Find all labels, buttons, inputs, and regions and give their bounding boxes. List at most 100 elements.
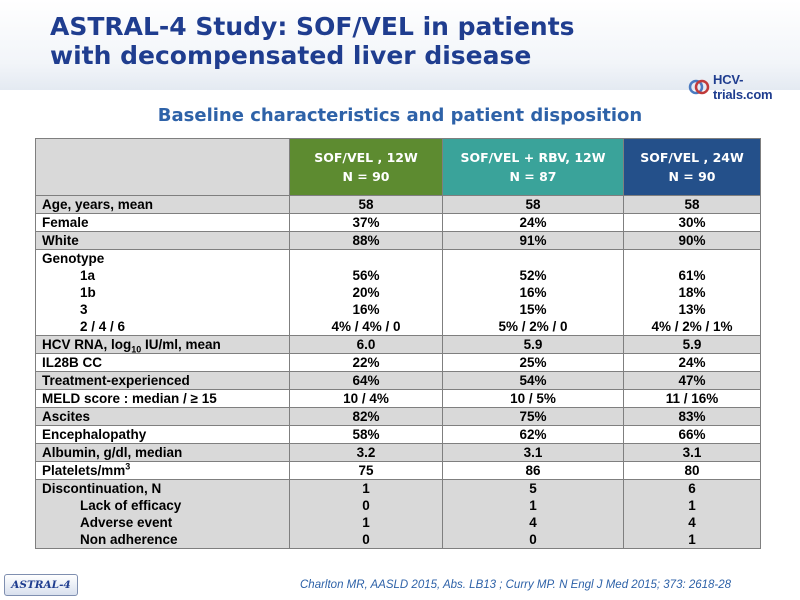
row-label: White xyxy=(35,231,290,250)
cell-value: 0 xyxy=(529,532,537,547)
cell-discontinuation: 5 1 4 0 xyxy=(442,479,624,549)
cell-value: 1 xyxy=(362,515,370,530)
genotype-sub-label: 1b xyxy=(80,285,96,300)
header-arm-label: SOF/VEL , 12W xyxy=(314,150,418,165)
header-arm-label: SOF/VEL , 24W xyxy=(640,150,744,165)
cell-value: 56% xyxy=(352,268,380,283)
row-label-text: IU/ml, mean xyxy=(141,337,221,352)
row-label-genotype: Genotype 1a 1b 3 2 / 4 / 6 xyxy=(35,249,290,336)
cell-value: 62% xyxy=(442,425,624,444)
row-label: Treatment-experienced xyxy=(35,371,290,390)
row-label: IL28B CC xyxy=(35,353,290,372)
cell-value: 4 xyxy=(688,515,696,530)
cell-value: 58% xyxy=(289,425,443,444)
row-label-text: HCV RNA, log xyxy=(42,337,132,352)
cell-value: 47% xyxy=(623,371,761,390)
logo-icon xyxy=(688,77,710,97)
cell-value: 5.9 xyxy=(442,335,624,354)
cell-value: 6.0 xyxy=(289,335,443,354)
cell-value: 30% xyxy=(623,213,761,232)
row-label-text: Platelets/mm xyxy=(42,463,126,478)
logo-text: HCV-trials.com xyxy=(713,72,773,102)
header-sofvel-12w: SOF/VEL , 12W N = 90 xyxy=(289,138,443,196)
table-row-treatment-experienced: Treatment-experienced 64% 54% 47% xyxy=(35,371,761,390)
row-label: Female xyxy=(35,213,290,232)
cell-value: 10 / 4% xyxy=(289,389,443,408)
cell-value: 91% xyxy=(442,231,624,250)
discontinuation-sub-label: Adverse event xyxy=(80,515,173,530)
cell-value: 16% xyxy=(352,302,380,317)
cell-value: 0 xyxy=(362,532,370,547)
cell-value: 16% xyxy=(519,285,547,300)
table-row-white: White 88% 91% 90% xyxy=(35,231,761,250)
cell-value: 25% xyxy=(442,353,624,372)
cell-value: 3.1 xyxy=(442,443,624,462)
slide-title-line1: ASTRAL-4 Study: SOF/VEL in patients xyxy=(50,12,575,41)
cell-value: 3.1 xyxy=(623,443,761,462)
cell-value: 83% xyxy=(623,407,761,426)
header-row: SOF/VEL , 12W N = 90 SOF/VEL + RBV, 12W … xyxy=(35,138,761,196)
table-row-platelets: Platelets/mm3 75 86 80 xyxy=(35,461,761,480)
cell-genotype: 61% 18% 13% 4% / 2% / 1% xyxy=(623,249,761,336)
row-label: Albumin, g/dl, median xyxy=(35,443,290,462)
cell-value: 58 xyxy=(442,195,624,214)
cell-value: 0 xyxy=(362,498,370,513)
cell-value: 37% xyxy=(289,213,443,232)
cell-value: 11 / 16% xyxy=(623,389,761,408)
row-label-superscript: 3 xyxy=(125,461,131,472)
header-arm-n: N = 90 xyxy=(668,169,716,184)
baseline-table: SOF/VEL , 12W N = 90 SOF/VEL + RBV, 12W … xyxy=(35,138,761,549)
table-row-hcv-rna: HCV RNA, log10 IU/ml, mean 6.0 5.9 5.9 xyxy=(35,335,761,355)
cell-value: 5.9 xyxy=(623,335,761,354)
section-subtitle: Baseline characteristics and patient dis… xyxy=(157,105,643,126)
row-label: Ascites xyxy=(35,407,290,426)
cell-value: 58 xyxy=(289,195,443,214)
cell-value: 1 xyxy=(688,498,696,513)
discontinuation-sub-label: Lack of efficacy xyxy=(80,498,182,513)
row-label: Genotype xyxy=(42,251,105,266)
cell-value: 80 xyxy=(623,461,761,480)
genotype-sub-label: 2 / 4 / 6 xyxy=(80,319,126,334)
row-label-subscript: 10 xyxy=(131,344,142,355)
cell-value: 22% xyxy=(289,353,443,372)
cell-value: 15% xyxy=(519,302,547,317)
cell-value: 90% xyxy=(623,231,761,250)
cell-value: 13% xyxy=(678,302,706,317)
row-label: MELD score : median / ≥ 15 xyxy=(35,389,290,408)
slide-title-line2: with decompensated liver disease xyxy=(50,41,532,70)
title-bar: ASTRAL-4 Study: SOF/VEL in patients with… xyxy=(0,0,800,102)
table-row-meld: MELD score : median / ≥ 15 10 / 4% 10 / … xyxy=(35,389,761,408)
cell-value: 1 xyxy=(529,498,537,513)
header-arm-n: N = 90 xyxy=(342,169,390,184)
discontinuation-sub-label: Non adherence xyxy=(80,532,178,547)
cell-value: 4% / 2% / 1% xyxy=(651,319,733,334)
header-sofvel-24w: SOF/VEL , 24W N = 90 xyxy=(623,138,761,196)
row-label-discontinuation: Discontinuation, N Lack of efficacy Adve… xyxy=(35,479,290,549)
slide-title: ASTRAL-4 Study: SOF/VEL in patients with… xyxy=(50,12,575,70)
cell-value: 10 / 5% xyxy=(442,389,624,408)
cell-genotype: 56% 20% 16% 4% / 4% / 0 xyxy=(289,249,443,336)
row-label: Encephalopathy xyxy=(35,425,290,444)
table-row-genotype: Genotype 1a 1b 3 2 / 4 / 6 56% 20% 16% 4… xyxy=(35,249,761,336)
table-row-il28b: IL28B CC 22% 25% 24% xyxy=(35,353,761,372)
table-row-encephalopathy: Encephalopathy 58% 62% 66% xyxy=(35,425,761,444)
genotype-sub-label: 3 xyxy=(80,302,88,317)
cell-value: 4 xyxy=(529,515,537,530)
row-label-hcv-rna: HCV RNA, log10 IU/ml, mean xyxy=(35,335,290,355)
cell-value: 3.2 xyxy=(289,443,443,462)
header-corner xyxy=(35,138,290,196)
table-row-female: Female 37% 24% 30% xyxy=(35,213,761,232)
cell-genotype: 52% 16% 15% 5% / 2% / 0 xyxy=(442,249,624,336)
cell-value: 61% xyxy=(678,268,706,283)
table-row-discontinuation: Discontinuation, N Lack of efficacy Adve… xyxy=(35,479,761,549)
header-arm-label: SOF/VEL + RBV, 12W xyxy=(460,150,606,165)
cell-value: 75% xyxy=(442,407,624,426)
hcv-trials-logo: HCV-trials.com xyxy=(688,72,800,102)
cell-value: 4% / 4% / 0 xyxy=(331,319,401,334)
study-tag: ASTRAL-4 xyxy=(4,574,78,596)
row-label: Age, years, mean xyxy=(35,195,290,214)
cell-value: 86 xyxy=(442,461,624,480)
cell-value: 5% / 2% / 0 xyxy=(498,319,568,334)
cell-discontinuation: 6 1 4 1 xyxy=(623,479,761,549)
citation: Charlton MR, AASLD 2015, Abs. LB13 ; Cur… xyxy=(300,579,732,591)
